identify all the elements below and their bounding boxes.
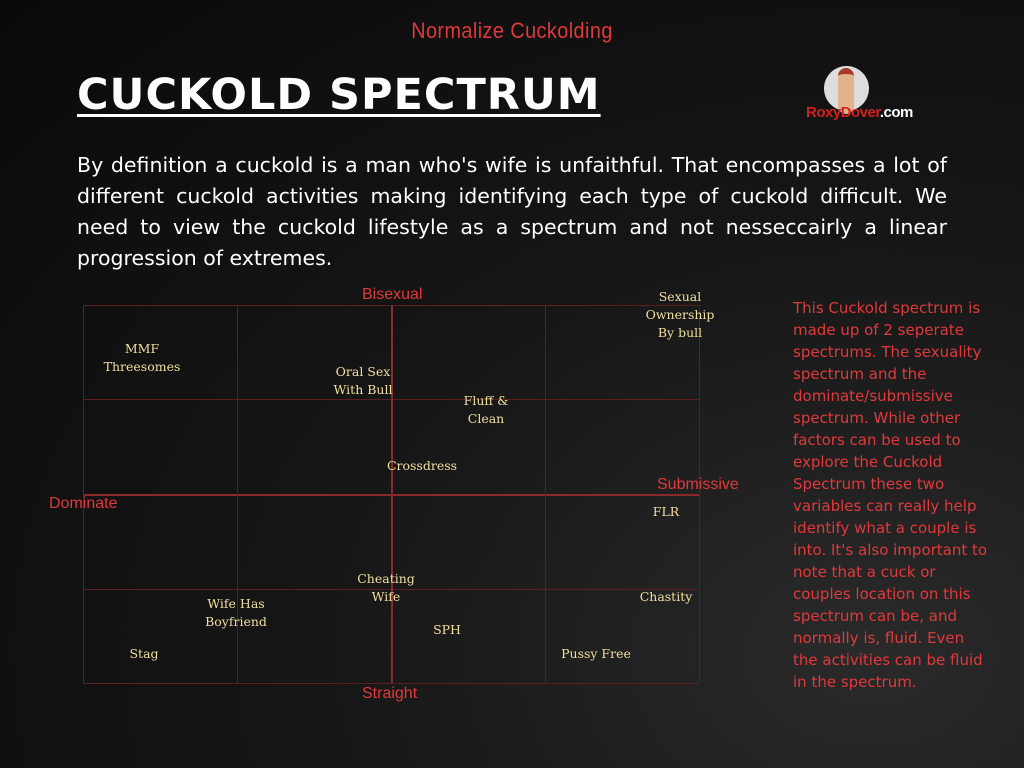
intro-paragraph: By definition a cuckold is a man who's w… [77, 153, 947, 270]
item-chastity: Chastity [639, 589, 693, 604]
item-crossdress: Crossdress [386, 458, 458, 473]
tagline: Normalize Cuckolding [411, 18, 613, 43]
logo-text: RoxyDover.com [806, 104, 913, 121]
sidebar-explanation: This Cuckold spectrum is made up of 2 se… [793, 299, 988, 691]
grid-line [83, 683, 699, 684]
axis-label-right: Submissive [657, 476, 739, 493]
axis-label-bottom: Straight [362, 685, 418, 702]
grid-line [237, 305, 238, 683]
item-sph: SPH [433, 622, 461, 637]
page-title: CUCKOLD SPECTRUM [77, 70, 601, 120]
item-wife-has-boyfriend: Wife Has Boyfriend [205, 596, 267, 629]
item-sexual-ownership: Sexual Ownership By bull [645, 289, 715, 340]
item-mmf-threesomes: MMF Threesomes [103, 341, 181, 374]
grid-line [545, 305, 546, 683]
axis-label-left: Dominate [49, 495, 118, 512]
item-cheating-wife: Cheating Wife [357, 571, 415, 604]
logo-figure-icon [838, 68, 854, 114]
logo: RoxyDover.com [800, 64, 913, 124]
grid-line [83, 305, 84, 683]
item-oral-sex: Oral Sex With Bull [333, 364, 393, 397]
item-fluff-clean: Fluff & Clean [463, 393, 509, 426]
item-stag: Stag [129, 646, 159, 661]
item-pussy-free: Pussy Free [561, 646, 631, 661]
axis-label-top: Bisexual [362, 286, 423, 303]
grid-line [699, 305, 700, 683]
item-flr: FLR [652, 504, 680, 519]
vertical-axis-line [391, 305, 393, 683]
